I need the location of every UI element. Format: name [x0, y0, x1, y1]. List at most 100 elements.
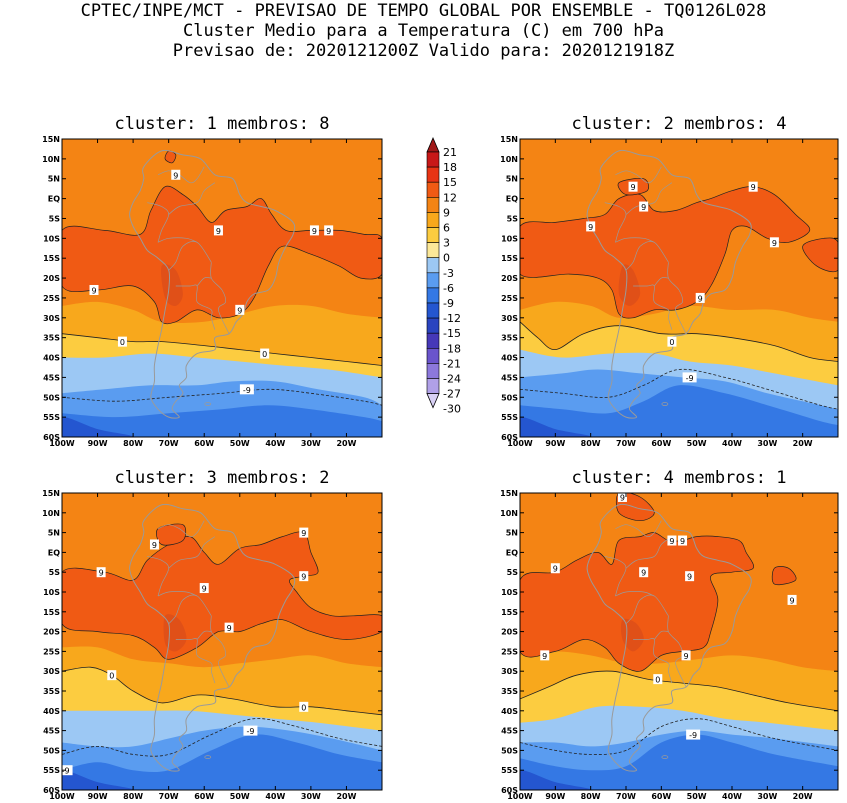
colorbar-label: 18: [443, 161, 457, 174]
colorbar-swatch: [426, 197, 440, 213]
lat-tick-label: 20S: [501, 274, 518, 283]
lat-tick-label: 45S: [501, 373, 518, 382]
map-panel-2: 9 9 9 9 9 9 0 -9 15N 10N 5N EQ 5S 10S 15S 20S 25S 30S 35S 4…: [500, 135, 839, 448]
contour-label: 9: [324, 225, 334, 236]
colorbar-label: -3: [443, 267, 454, 280]
border-2: [196, 277, 212, 287]
svg-text:9: 9: [698, 294, 703, 303]
lon-tick-label: 20W: [793, 439, 813, 448]
falklands: [204, 755, 212, 760]
map-panel-4: 99 99 9 999 90-915N10N5NEQ5S10S15S20S25S30S3…: [500, 489, 839, 801]
colorbar-swatch: [426, 302, 440, 319]
lon-tick-label: 60W: [651, 792, 671, 801]
band-9-12-b: [802, 237, 838, 273]
border-6: [615, 237, 655, 243]
svg-text:0: 0: [262, 350, 267, 359]
border-6: [157, 237, 198, 243]
lat-tick-label: 5N: [48, 529, 60, 538]
colorbar-swatch: [426, 242, 440, 259]
lat-tick-label: 55S: [501, 413, 518, 422]
contour-label: -9: [682, 372, 697, 383]
border-3: [175, 284, 216, 330]
border-7: [615, 520, 662, 538]
colorbar-swatch: [426, 287, 440, 304]
border-5: [147, 202, 170, 243]
border-7: [615, 166, 662, 184]
contour-label: 9: [617, 493, 627, 502]
lon-tick-label: 70W: [159, 439, 179, 448]
lat-tick-label: 45S: [43, 727, 60, 736]
colorbar-label: -15: [443, 327, 461, 340]
border-0: [168, 594, 212, 624]
contour-label: 9: [550, 563, 560, 574]
lat-tick-label: 15S: [43, 254, 60, 263]
lat-tick-label: 35S: [43, 687, 60, 696]
contour-label: 9: [224, 622, 234, 633]
svg-text:9: 9: [620, 493, 625, 502]
lat-tick-label: 35S: [501, 687, 518, 696]
panel-title-1: cluster: 1 membros: 8: [114, 114, 330, 134]
lon-tick-label: 30W: [301, 439, 321, 448]
border-1: [667, 615, 687, 688]
border-7: [157, 166, 205, 184]
contour-m9: [520, 368, 838, 410]
panel-title-3: cluster: 3 membros: 2: [114, 468, 330, 488]
border-2: [196, 630, 212, 640]
svg-text:0: 0: [109, 672, 114, 681]
contour-label: 9: [628, 181, 638, 192]
lat-tick-label: 40S: [501, 354, 518, 363]
svg-text:9: 9: [631, 183, 636, 192]
lat-tick-label: 30S: [501, 667, 518, 676]
band-9-12: [520, 532, 755, 672]
lon-tick-label: 40W: [722, 439, 742, 448]
lon-tick-label: 60W: [194, 439, 214, 448]
svg-text:9: 9: [751, 183, 756, 192]
lat-tick-label: 55S: [501, 766, 518, 775]
colorbar-swatch: [426, 212, 440, 228]
band-m9-m6: [62, 734, 382, 790]
contour-label: 9: [787, 594, 797, 605]
svg-text:9: 9: [301, 573, 306, 582]
lat-tick-label: 60S: [43, 433, 60, 442]
contour-label: 9: [639, 567, 649, 578]
lat-tick-label: 60S: [43, 786, 60, 795]
falklands: [661, 402, 669, 406]
contour-label: 0: [299, 701, 309, 712]
colorbar-label: -6: [443, 282, 454, 295]
band-9-12-c: [164, 150, 177, 164]
lat-tick-label: 20S: [43, 628, 60, 637]
svg-text:0: 0: [655, 676, 660, 685]
colorbar-swatch: [426, 317, 440, 334]
contour-label: 9: [678, 535, 688, 546]
lat-tick-label: 5S: [507, 214, 519, 223]
lat-tick-label: 10S: [501, 234, 518, 243]
border-7: [157, 520, 205, 538]
border-0: [625, 241, 669, 271]
contour-label: 9: [769, 237, 779, 248]
border-3: [633, 284, 673, 330]
lat-tick-label: 15S: [501, 608, 518, 617]
svg-text:9: 9: [326, 227, 331, 236]
lat-tick-label: 50S: [43, 393, 60, 402]
lat-tick-label: 25S: [43, 294, 60, 303]
contour-label: 9: [681, 650, 691, 661]
lat-tick-label: 20S: [43, 274, 60, 283]
lat-tick-label: 5N: [48, 175, 60, 184]
svg-text:9: 9: [173, 171, 178, 180]
colorbar-label: -12: [443, 312, 461, 325]
border-1: [210, 262, 230, 334]
lon-tick-label: 30W: [757, 792, 777, 801]
svg-text:9: 9: [152, 541, 157, 550]
border-6: [615, 591, 655, 597]
border-2: [654, 630, 669, 640]
contour-0: [62, 333, 382, 366]
lon-tick-label: 80W: [123, 792, 143, 801]
border-1: [667, 262, 687, 334]
band-m12-m9: [62, 417, 134, 437]
contour-label: 9: [695, 292, 705, 303]
lat-tick-label: 10S: [43, 588, 60, 597]
band-9-12: [62, 531, 382, 660]
lat-tick-label: 40S: [43, 707, 60, 716]
lon-tick-label: 100W: [49, 439, 75, 448]
panel-frame: [61, 138, 383, 438]
